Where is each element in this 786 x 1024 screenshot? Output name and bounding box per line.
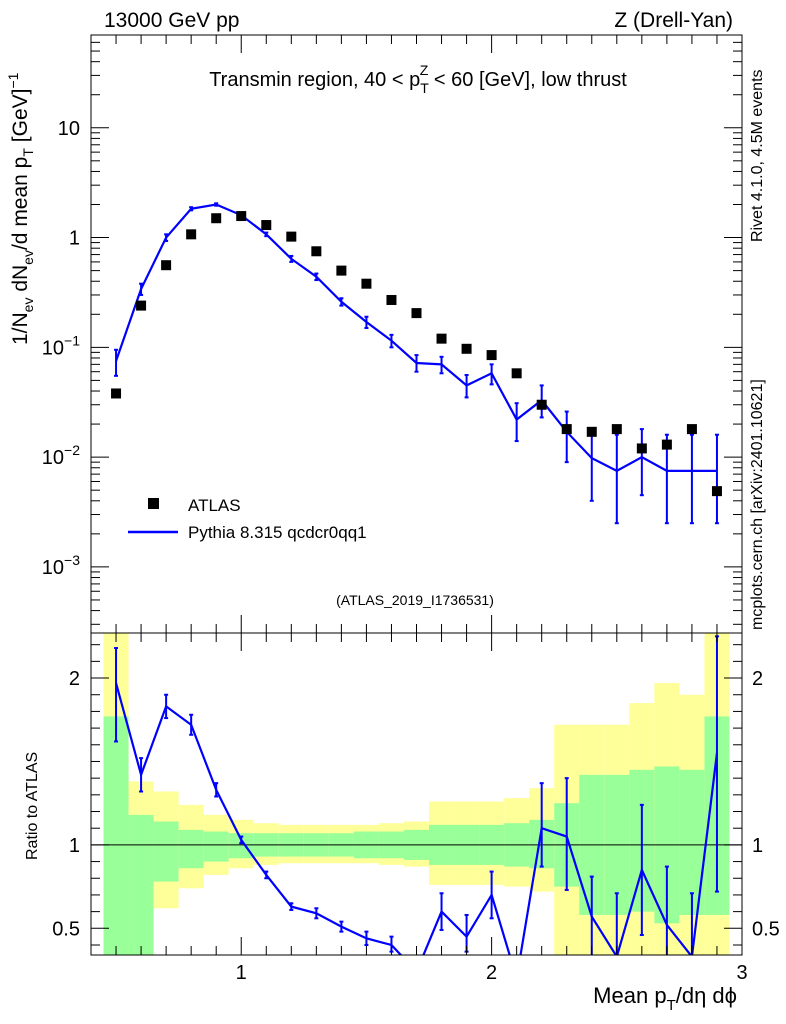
atlas-data-point [636,443,647,454]
ylabel-part-2: dN [9,265,32,298]
analysis-id: (ATLAS_2019_I1736531) [336,592,494,608]
title-sub-t: T [420,80,429,96]
ylabel-sub-ev1: ev [20,298,36,313]
xlabel-part-1: Mean p [593,983,666,1008]
main-frame [90,34,743,634]
atlas-data-point [511,368,522,379]
process-label: Z (Drell-Yan) [614,9,733,32]
legend-mc-label: Pythia 8.315 qcdcr0qq1 [188,523,367,542]
atlas-data-point [311,246,322,257]
side-label-top: Rivet 4.1.0, 4.5M events [749,69,766,242]
atlas-data-point [236,211,247,222]
ratio-y-tick-label-right: 1 [752,835,763,857]
title-sup-z: Z [420,62,429,78]
atlas-data-point [436,333,447,344]
title-part-2: < 60 [GeV], low thrust [428,69,627,91]
atlas-data-point [136,300,147,311]
atlas-data-point [286,231,297,242]
ratio-y-tick-label-right: 0.5 [752,918,780,940]
tick-mantissa: 10 [42,557,64,579]
ratio-y-tick-label-right: 2 [752,668,763,690]
ratio-plot: 1 2 30.5 0.51 12 2 [52,632,780,984]
xlabel-part-2: /dη dϕ [676,983,737,1008]
main-y-tick-label: 10−3 [42,552,80,579]
title-part-1: Transmin region, 40 < p [209,69,420,91]
ratio-series [114,635,719,955]
side-label-bottom: mcplots.cern.ch [arXiv:2401.10621] [749,379,766,630]
y-axis-title: 1/Nev dNev/d mean pT [GeV]−1 [5,72,36,345]
energy-label: 13000 GeV pp [104,9,239,32]
ylabel-part-1: 1/N [9,312,32,345]
mc-line [114,203,717,473]
ratio-y-tick-label: 0.5 [52,918,80,940]
green-band-bin [203,831,229,862]
green-band-bin [128,814,154,955]
main-y-tick-label: 1 [69,228,80,250]
xlabel-sub-t: T [667,997,676,1014]
ylabel-sub-t: T [20,148,36,157]
x-axis-title: Mean pT/dη dϕ [593,983,737,1014]
atlas-data-point [661,439,672,450]
green-band-bin [153,821,179,882]
atlas-data-point [536,399,547,410]
ylabel-part-3: /d mean p [9,157,32,250]
legend: ATLAS Pythia 8.315 qcdcr0qq1 [128,496,367,542]
legend-atlas-marker [148,498,159,509]
atlas-data-point [461,343,472,354]
green-band-bin [103,716,129,955]
main-y-tick-label: 10−2 [42,442,80,469]
plot-title: Transmin region, 40 < pTZ < 60 [GeV], lo… [209,62,627,96]
atlas-data-point [486,350,497,361]
tick-exponent: −2 [64,442,80,458]
atlas-data-point [586,426,597,437]
tick-mantissa: 10 [42,337,64,359]
tick-mantissa: 10 [42,447,64,469]
x-tick-label: 2 [486,962,497,984]
ylabel-sup: −1 [5,72,21,88]
ratio-y-tick-label: 1 [69,835,80,857]
atlas-data-point [386,294,397,305]
ylabel-sub-ev2: ev [20,250,36,265]
legend-atlas-label: ATLAS [188,496,241,515]
atlas-data-point [111,388,122,399]
ratio-y-tick-label: 2 [69,668,80,690]
tick-exponent: −1 [64,332,80,348]
ylabel-part-4: [GeV] [9,89,32,149]
atlas-data-point [711,486,722,497]
x-tick-label: 3 [736,962,747,984]
atlas-data-point [261,220,272,231]
tick-exponent: −3 [64,552,80,568]
green-band-bin [178,829,204,869]
atlas-data-point [361,278,372,289]
atlas-data-point [611,424,622,435]
main-y-tick-label: 10 [58,118,80,140]
atlas-data-point [411,308,422,319]
atlas-data-point [211,213,222,224]
main-y-tick-label: 10−1 [42,332,80,359]
tick-mantissa: 1 [69,228,80,250]
atlas-data-point [186,229,197,240]
atlas-data-point [161,260,172,271]
atlas-data-point [686,424,697,435]
ratio-y-title: Ratio to ATLAS [24,752,41,860]
tick-mantissa: 10 [58,118,80,140]
x-tick-label: 1 [236,962,247,984]
atlas-data-point [336,265,347,276]
atlas-data-point [561,424,572,435]
